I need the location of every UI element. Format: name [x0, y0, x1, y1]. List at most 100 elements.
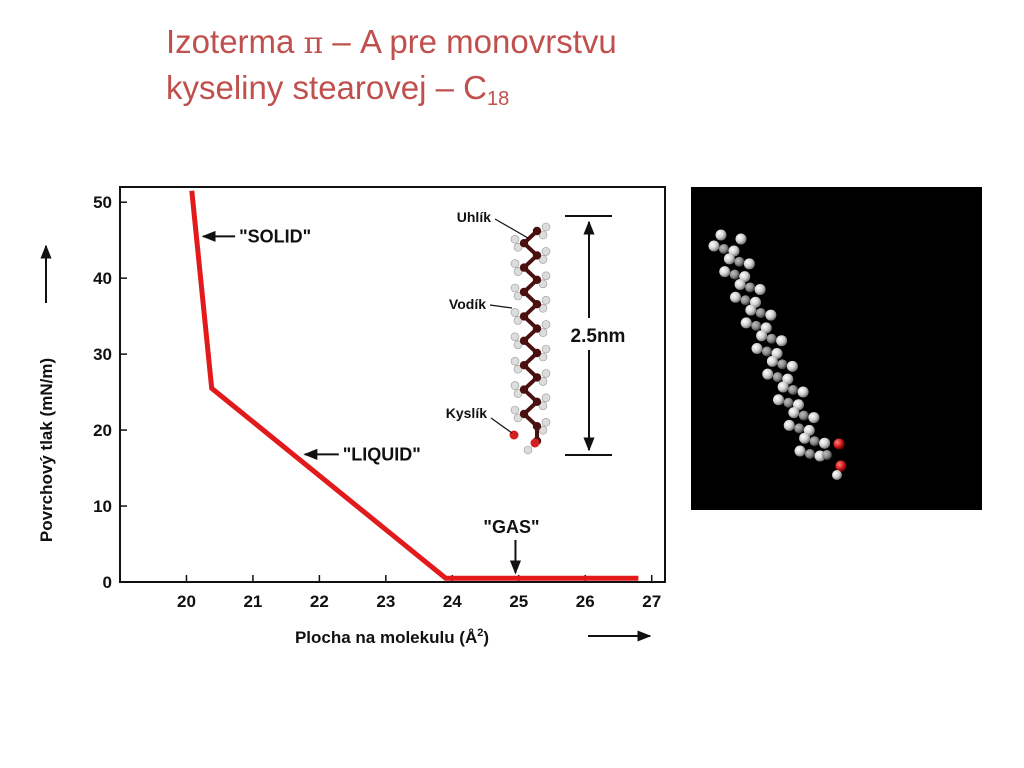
hydrogen-atom — [510, 332, 520, 342]
hydrogen-atom — [510, 308, 520, 317]
hydrogen-atom — [538, 352, 548, 362]
hydrogen-ball — [762, 368, 774, 380]
carbon-ball — [777, 359, 788, 370]
x-tick-label-4: 24 — [443, 592, 462, 611]
hydrogen-atom — [538, 279, 548, 289]
carbon-ball — [805, 449, 815, 459]
hydrogen-ball — [783, 419, 795, 431]
carbon-atom — [532, 300, 542, 309]
hydrogen-ball — [786, 360, 798, 372]
title-line-2: kyseliny stearovej – C18 — [166, 66, 617, 110]
hydrogen-atom — [513, 267, 523, 276]
inset-label-hydrogen: Vodík — [449, 296, 486, 312]
y-axis-title: Povrchový tlak (mN/m) — [37, 358, 56, 542]
carbon-ball — [740, 295, 751, 306]
isotherm-curve — [189, 190, 639, 581]
x-tick-label-7: 27 — [642, 592, 661, 611]
hydrogen-ball — [751, 343, 763, 354]
gas-label: "GAS" — [483, 517, 539, 537]
liquid-label: "LIQUID" — [343, 444, 421, 464]
hydrogen-ball — [723, 253, 735, 265]
y-tick-label-5: 50 — [93, 193, 112, 212]
carbon-atom — [519, 287, 529, 297]
hydrogen-ball — [765, 309, 777, 321]
hydrogen-ball — [776, 335, 788, 347]
hydrogen-atom — [510, 259, 520, 268]
x-tick-label-5: 25 — [509, 592, 528, 611]
carbon-atom — [532, 397, 542, 406]
hydrogen-ball — [777, 381, 789, 393]
molecule-schematic — [509, 222, 551, 455]
hydrogen-atom — [510, 381, 520, 390]
title-line-1: Izoterma π – A pre monovrstvu — [166, 20, 617, 66]
x-tick-label-3: 23 — [376, 592, 395, 611]
carbon-atom — [532, 324, 542, 333]
y-tick-label-2: 20 — [93, 421, 112, 440]
hydrogen-atom — [541, 271, 551, 281]
hydrogen-ball — [715, 229, 727, 241]
dimension-label: 2.5nm — [571, 326, 626, 347]
x-axis-title: Plocha na molekulu (Å2) — [295, 627, 489, 647]
carbon-atom — [532, 373, 542, 382]
hydrogen-ball — [734, 278, 746, 290]
carbon-ball — [734, 256, 745, 267]
carbon-atom — [519, 385, 529, 394]
title-subscript: 18 — [486, 88, 510, 110]
carbon-ball — [822, 450, 832, 460]
plot-frame — [119, 186, 666, 583]
hydrogen-ball — [788, 407, 800, 419]
carbon-ball — [745, 282, 756, 293]
hydrogen-ball — [773, 394, 784, 406]
y-tick-label-1: 10 — [93, 497, 112, 516]
carbon-ball — [794, 423, 805, 434]
carbon-ball — [798, 410, 809, 421]
molecule-3d-model — [708, 229, 847, 480]
oxygen-ball — [835, 460, 847, 472]
carbon-ball — [719, 244, 729, 254]
hydrogen-ball — [756, 330, 768, 342]
hydrogen-atom — [541, 344, 551, 354]
hydrogen-atom — [510, 405, 520, 415]
hydrogen-ball — [754, 283, 766, 295]
y-tick-label-3: 30 — [93, 345, 112, 364]
hydrogen-atom — [538, 401, 548, 411]
oxygen-pointer — [490, 417, 513, 434]
hydrogen-ball — [719, 266, 731, 278]
carbon-ball — [729, 269, 740, 280]
hydrogen-atom — [513, 364, 523, 374]
x-tick-label-1: 21 — [243, 592, 262, 611]
title-text-1: Izoterma — [166, 23, 304, 60]
x-axis-title-sup: 2 — [477, 627, 483, 639]
hydrogen-ball — [799, 432, 811, 444]
x-tick-label-2: 22 — [310, 592, 329, 611]
carbon-ball — [762, 346, 772, 357]
phase-annotations: "SOLID" "LIQUID" "GAS" — [201, 226, 539, 575]
pi-symbol: π — [303, 26, 324, 61]
y-tick-label-0: 0 — [103, 573, 112, 592]
hydrogen-ball — [740, 317, 752, 329]
axis-tick-labels: 20 21 22 23 24 25 26 27 0 10 20 30 40 50 — [93, 193, 661, 611]
title-text-1-rest: – A pre monovrstvu — [323, 23, 617, 60]
slide-title: Izoterma π – A pre monovrstvu kyseliny s… — [166, 20, 617, 110]
hydrogen-atom — [541, 222, 551, 232]
carbon-atom — [519, 239, 529, 248]
solid-label: "SOLID" — [239, 226, 311, 246]
hydrogen-atom — [513, 316, 523, 325]
x-axis-title-tail: ) — [483, 628, 489, 647]
hydrogen-ball — [797, 386, 809, 398]
hydrogen-atom — [510, 283, 520, 293]
oxygen-atom — [530, 438, 540, 448]
hydrogen-atom — [538, 303, 548, 313]
hydrogen-atom — [538, 255, 548, 264]
hydrogen-atom — [541, 247, 551, 256]
hydrogen-ball — [745, 304, 757, 316]
carbon-atom — [519, 409, 529, 419]
carbon-ball — [783, 397, 794, 408]
x-tick-label-0: 20 — [177, 592, 196, 611]
hydrogen-ball — [708, 240, 720, 252]
carbon-ball — [809, 436, 820, 447]
hydrogen-atom — [541, 320, 551, 329]
hydrogen-atom — [513, 413, 523, 423]
hydrogen-ball — [730, 291, 741, 303]
